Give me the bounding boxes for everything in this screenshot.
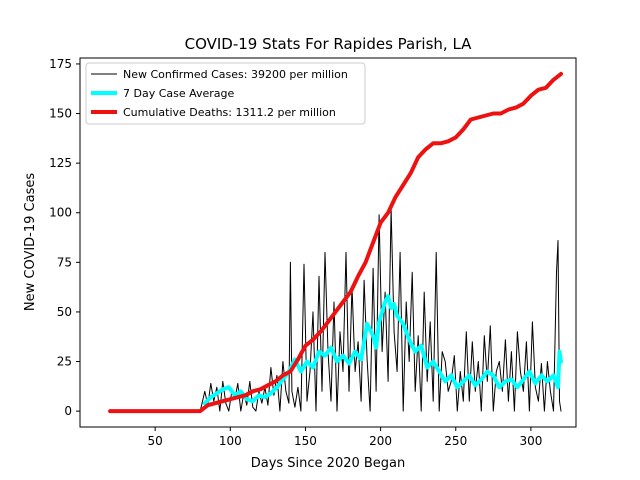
- x-axis-label: Days Since 2020 Began: [251, 456, 406, 471]
- legend-label-new-confirmed-cases: New Confirmed Cases: 39200 per million: [123, 68, 348, 81]
- y-tick-label: 75: [57, 255, 72, 269]
- x-tick-label: 300: [519, 434, 542, 448]
- series-line-2: [202, 294, 563, 406]
- chart-title: COVID-19 Stats For Rapides Parish, LA: [185, 35, 473, 53]
- y-axis: 0 25 50 75 100 125 150 175: [49, 57, 80, 418]
- series-line-3: [108, 71, 563, 414]
- y-tick-label: 50: [57, 305, 72, 319]
- legend-box: [85, 62, 366, 125]
- y-tick-label: 100: [49, 206, 72, 220]
- series-layer: [108, 71, 563, 414]
- x-tick-label: 50: [148, 434, 163, 448]
- y-axis-label: New COVID-19 Cases: [23, 173, 38, 311]
- legend-label-7-day-case: 7 Day Case Average: [123, 87, 235, 100]
- x-tick-label: 150: [294, 434, 317, 448]
- y-tick-label: 175: [49, 57, 72, 71]
- x-tick-label: 250: [444, 434, 467, 448]
- x-axis: 50 100 150 200 250 300: [148, 427, 542, 448]
- y-tick-label: 25: [57, 355, 72, 369]
- y-tick-label: 150: [49, 107, 72, 121]
- y-tick-label: 0: [64, 404, 72, 418]
- plot-frame: [79, 57, 577, 428]
- x-tick-label: 200: [369, 434, 392, 448]
- x-tick-label: 100: [219, 434, 242, 448]
- legend-label-cumulative-deaths-1311: Cumulative Deaths: 1311.2 per million: [123, 106, 336, 119]
- y-tick-label: 125: [49, 156, 72, 170]
- legend: New Confirmed Cases: 39200 per million 7 …: [85, 62, 366, 125]
